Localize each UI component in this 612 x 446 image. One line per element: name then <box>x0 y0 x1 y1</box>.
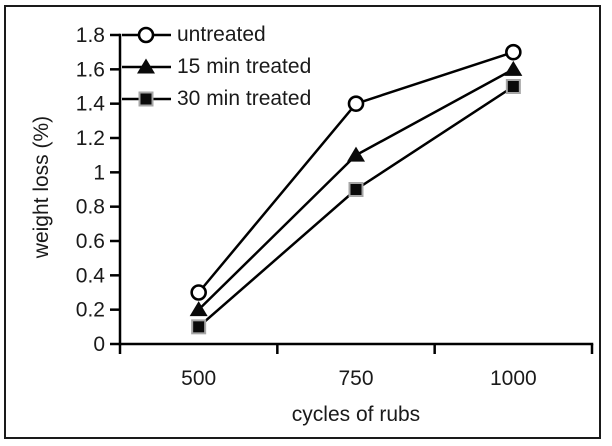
y-tick-label: 0.4 <box>76 264 106 287</box>
x-tick-label: 1000 <box>490 367 537 390</box>
series-30-min-treated <box>191 79 521 335</box>
legend-label: 15 min treated <box>177 55 312 78</box>
y-axis-ticks: 0 0.2 0.4 0.6 0.8 1 1.2 1.4 1.6 1.8 <box>76 24 120 356</box>
x-axis-title: cycles of rubs <box>291 403 421 426</box>
x-tick-label: 750 <box>338 367 373 390</box>
y-tick-label: 1 <box>93 161 105 184</box>
marker-open-circle <box>137 26 155 44</box>
legend-item-30-min-treated: 30 min treated <box>121 86 311 112</box>
marker-filled-square <box>138 91 154 107</box>
y-tick-label: 1.4 <box>76 93 106 116</box>
series-line <box>197 85 515 328</box>
marker-filled-triangle <box>189 301 208 317</box>
legend-label: untreated <box>177 23 266 46</box>
marker-filled-triangle <box>347 146 365 162</box>
chart-frame: 0 0.2 0.4 0.6 0.8 1 1.2 1.4 1.6 1.8 500 750 1000 cyc… <box>4 5 601 439</box>
y-tick-label: 1.6 <box>76 58 105 81</box>
marker-filled-square <box>348 182 364 197</box>
x-axis-ticks: 500 750 1000 <box>118 344 594 390</box>
marker-filled-square <box>505 79 521 94</box>
line-chart-canvas: 0 0.2 0.4 0.6 0.8 1 1.2 1.4 1.6 1.8 500 750 1000 <box>76 24 594 390</box>
marker-filled-triangle <box>504 60 523 76</box>
series-untreated <box>190 43 522 301</box>
y-axis-title: weight loss (%) <box>30 115 53 259</box>
series-15-min-treated <box>189 60 523 317</box>
marker-open-circle <box>190 284 207 301</box>
legend-key <box>122 26 171 44</box>
y-tick-label: 1.8 <box>76 24 105 47</box>
legend-label: 30 min treated <box>177 87 312 110</box>
legend-key <box>122 58 171 74</box>
y-tick-label: 0 <box>93 333 105 356</box>
marker-filled-triangle <box>137 58 155 74</box>
legend-item-untreated: untreated <box>121 22 266 48</box>
marker-open-circle <box>347 95 365 112</box>
legend-key <box>122 91 171 107</box>
y-tick-label: 0.6 <box>76 230 105 253</box>
axes <box>118 33 594 346</box>
marker-filled-square <box>191 319 207 335</box>
x-tick-label: 500 <box>181 367 216 390</box>
marker-open-circle <box>505 43 522 61</box>
legend-item-15-min-treated: 15 min treated <box>121 54 311 80</box>
y-tick-label: 0.8 <box>76 196 105 219</box>
y-tick-label: 1.2 <box>76 127 105 150</box>
y-tick-label: 0.2 <box>76 299 105 322</box>
